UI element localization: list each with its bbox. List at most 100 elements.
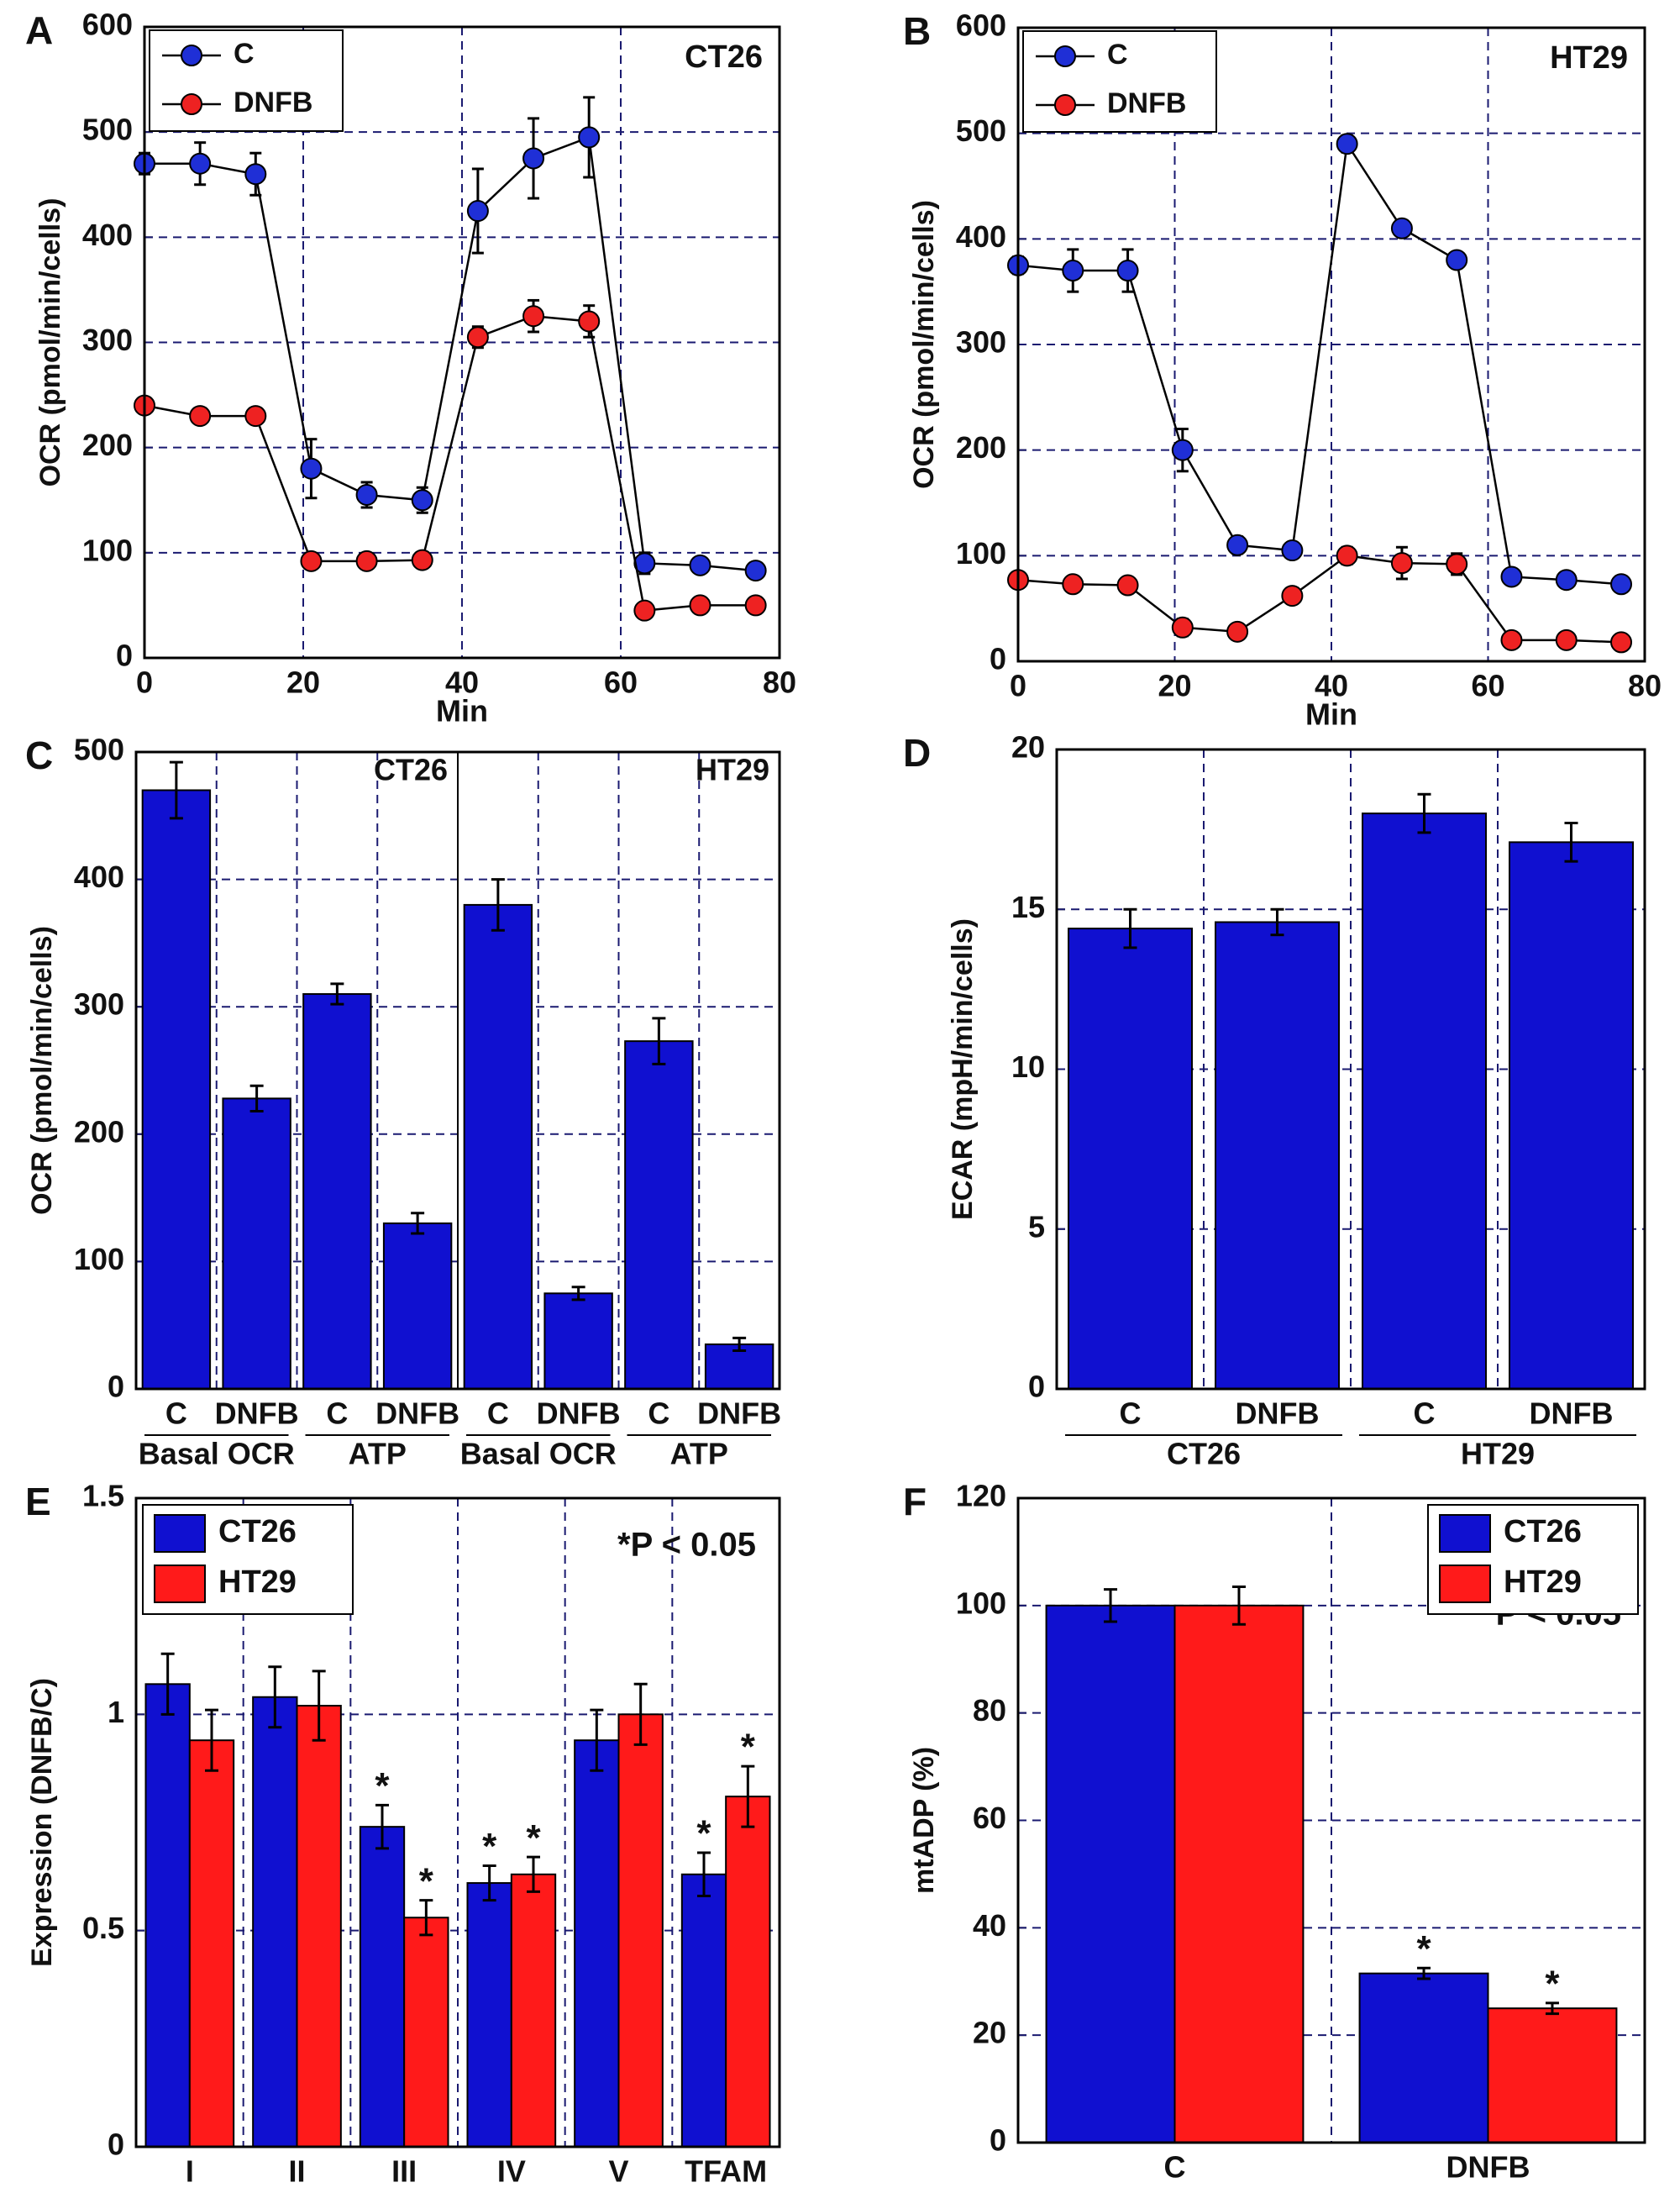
data-point (244, 405, 267, 428)
data-point (1555, 628, 1578, 651)
y-tick-label: 0 (108, 1370, 124, 1404)
plot-frame (1016, 1496, 1646, 2144)
x-tick-label: 0 (1010, 669, 1026, 703)
error-bar (330, 982, 344, 1006)
bar (510, 1873, 557, 2148)
panel-letter: C (25, 734, 53, 777)
error-bar (1545, 2001, 1559, 2016)
x-tick-label: III (391, 2154, 417, 2189)
error-bar (1564, 822, 1578, 863)
data-point (578, 310, 601, 333)
x-tick-label: C (1164, 2150, 1186, 2185)
data-point (1226, 620, 1249, 643)
y-tick-label: 400 (82, 218, 133, 252)
legend: CT26 HT29 (142, 1504, 354, 1615)
data-point (522, 305, 545, 328)
data-point (1555, 569, 1578, 592)
bar (144, 1683, 191, 2148)
error-bar (696, 1851, 711, 1897)
data-point (244, 163, 267, 186)
x-tick-label: 20 (286, 665, 320, 700)
data-point (689, 594, 711, 617)
x-tick-label: C (1120, 1396, 1142, 1431)
y-axis-label: Expression (DNFB/C) (26, 1678, 58, 1967)
legend-label: HT29 (1504, 1565, 1582, 1600)
y-axis-label: OCR (pmol/min/cells) (26, 926, 58, 1215)
y-tick-label: 200 (956, 430, 1006, 465)
error-bar (1270, 907, 1284, 937)
data-point (1336, 133, 1358, 155)
bar (222, 1097, 291, 1391)
x-axis-label: Min (436, 694, 488, 728)
bar (543, 1292, 613, 1391)
annotation: HT29 (696, 753, 769, 787)
significance-mark: * (375, 1765, 390, 1806)
data-point (300, 550, 323, 572)
annotation: *P < 0.05 (617, 1527, 756, 1564)
y-tick-label: 0.5 (82, 1911, 124, 1945)
legend-label: HT29 (218, 1565, 297, 1600)
panel-letter: A (25, 8, 53, 52)
panel-letter: B (903, 9, 931, 53)
y-tick-label: 100 (82, 533, 133, 567)
panel-letter: F (903, 1480, 927, 1523)
data-point (1116, 260, 1139, 282)
series-line (1017, 140, 1622, 586)
y-tick-label: 80 (973, 1693, 1006, 1728)
x-tick-label: C (648, 1396, 669, 1431)
series-line (1017, 555, 1622, 644)
y-axis-label: OCR (pmol/min/cells) (908, 200, 940, 489)
data-point (1116, 574, 1139, 597)
error-bar (652, 1017, 666, 1065)
error-bar (482, 1864, 496, 1902)
y-tick-label: 0 (1028, 1370, 1045, 1404)
error-bar (375, 1803, 389, 1850)
data-point (411, 549, 433, 571)
y-tick-label: 300 (82, 323, 133, 357)
y-tick-label: 500 (82, 113, 133, 147)
legend: C DNFB (149, 29, 344, 132)
bar (680, 1873, 727, 2148)
data-point (1500, 628, 1523, 651)
significance-mark: * (1416, 1928, 1431, 1969)
y-axis-label: mtADP (%) (908, 1747, 940, 1894)
x-tick-label: IV (497, 2154, 526, 2189)
y-tick-label: 10 (1011, 1049, 1045, 1084)
error-bar (527, 1855, 541, 1893)
bar (359, 1826, 406, 2148)
data-point (1500, 565, 1523, 588)
legend-label: CT26 (1504, 1514, 1582, 1549)
error-bar (1417, 792, 1431, 834)
y-axis-label: ECAR (mpH/min/cells) (947, 918, 979, 1220)
x-tick-label: DNFB (215, 1396, 299, 1431)
bar (725, 1796, 771, 2148)
y-axis-label: OCR (pmol/min/cells) (34, 198, 66, 487)
data-point (1226, 534, 1249, 556)
y-tick-label: 1 (108, 1695, 124, 1729)
error-bar (732, 1336, 747, 1353)
legend-swatch (1439, 1565, 1491, 1603)
legend-box (1022, 30, 1217, 133)
x-tick-label: C (326, 1396, 348, 1431)
data-point (1390, 217, 1413, 239)
panel-letter: D (903, 731, 931, 775)
error-bar (312, 1670, 326, 1742)
x-tick-label: DNFB (537, 1396, 621, 1431)
y-tick-label: 100 (956, 536, 1006, 571)
y-tick-label: 40 (973, 1908, 1006, 1943)
bar (302, 993, 372, 1391)
y-tick-label: 1.5 (82, 1479, 124, 1513)
y-tick-label: 200 (82, 428, 133, 462)
data-point (522, 147, 545, 170)
data-point (1171, 616, 1194, 639)
data-point (689, 554, 711, 576)
error-bar (160, 1652, 175, 1716)
x-tick-label: 20 (1158, 669, 1191, 703)
data-point (1062, 573, 1084, 596)
error-bar (268, 1665, 282, 1729)
x-tick-label: DNFB (1530, 1396, 1614, 1431)
